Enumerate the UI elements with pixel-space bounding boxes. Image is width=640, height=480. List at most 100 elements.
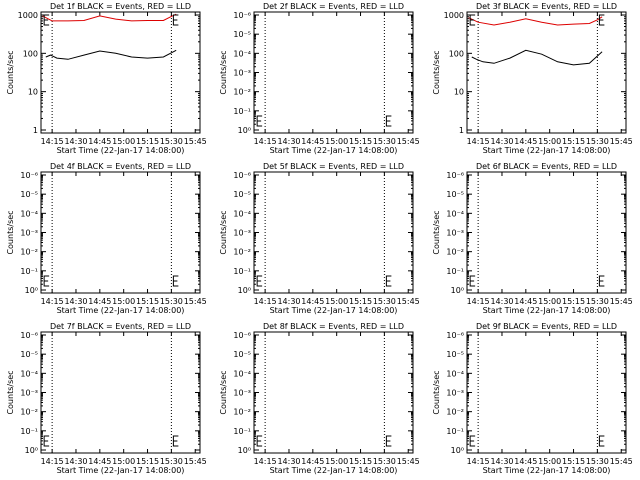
chart-8-xtick-label: 14:30: [277, 457, 300, 466]
chart-6-panel: Det 6f BLACK = Events, RED = LLD Counts/s…: [432, 162, 633, 315]
chart-2-ytick-label: 10⁻⁴: [233, 49, 251, 58]
chart-4-ytick-label: 10⁻³: [20, 229, 38, 238]
chart-7-xtick-label: 14:45: [88, 457, 111, 466]
chart-3-bracket-marker: [598, 14, 605, 26]
chart-2-xtick-label: 15:15: [349, 137, 372, 146]
chart-9-ytick-label: 10⁻²: [446, 408, 464, 417]
chart-4-ytick-label: 10⁻⁴: [20, 209, 38, 218]
chart-3-ytick-label: 1: [459, 126, 464, 135]
chart-6-xtick-label: 15:30: [586, 297, 609, 306]
chart-1-xtick-label: 15:15: [136, 137, 159, 146]
chart-2-ylabel: Counts/sec: [219, 50, 228, 94]
chart-8-xtick-label: 15:00: [325, 457, 348, 466]
chart-9-xtick-label: 15:00: [538, 457, 561, 466]
chart-7-xtick-label: 14:30: [64, 457, 87, 466]
chart-1-ylabel: Counts/sec: [6, 50, 15, 94]
chart-6-ytick-label: 10⁻¹: [446, 267, 464, 276]
chart-2-ytick-label: 10⁻⁵: [233, 30, 251, 39]
chart-2-title: Det 2f BLACK = Events, RED = LLD: [263, 2, 404, 11]
chart-3-series-1-line: [468, 16, 603, 26]
chart-1-xtick-label: 15:45: [184, 137, 207, 146]
chart-7-xtick-label: 14:15: [41, 457, 64, 466]
chart-2-xtick-label: 14:30: [277, 137, 300, 146]
chart-8-ytick-label: 10⁻³: [233, 389, 251, 398]
chart-8-bracket-marker: [256, 435, 263, 447]
chart-8-xtick-label: 15:15: [349, 457, 372, 466]
chart-6-xtick-label: 14:15: [467, 297, 490, 306]
chart-7-xtick-label: 15:15: [136, 457, 159, 466]
chart-3-xtick-label: 14:15: [467, 137, 490, 146]
chart-1-title: Det 1f BLACK = Events, RED = LLD: [50, 2, 191, 11]
chart-4-xtick-label: 15:30: [160, 297, 183, 306]
chart-5-xtick-label: 15:00: [325, 297, 348, 306]
chart-7-bracket-marker: [43, 435, 50, 447]
chart-9-ytick-label: 10⁻⁴: [446, 369, 464, 378]
chart-7-ylabel: Counts/sec: [6, 370, 15, 414]
chart-4-xtick-label: 14:45: [88, 297, 111, 306]
chart-7-ytick-label: 10⁻¹: [20, 427, 38, 436]
chart-5-bracket-marker: [256, 275, 263, 287]
chart-9-xlabel: Start Time (22-Jan-17 14:08:00): [483, 466, 611, 475]
chart-1-ytick-label: 10: [28, 88, 38, 97]
chart-8-xlabel: Start Time (22-Jan-17 14:08:00): [270, 466, 398, 475]
chart-3-frame: [466, 11, 627, 134]
chart-2-ytick-label: 10⁻²: [233, 88, 251, 97]
chart-3-xtick-label: 14:45: [514, 137, 537, 146]
chart-6-xtick-label: 15:00: [538, 297, 561, 306]
chart-4-xtick-label: 15:15: [136, 297, 159, 306]
chart-7-xlabel: Start Time (22-Jan-17 14:08:00): [57, 466, 185, 475]
chart-5-ytick-label: 10⁰: [238, 286, 251, 295]
chart-8-ytick-label: 10⁻⁶: [233, 331, 251, 340]
chart-3-ytick-label: 100: [449, 49, 464, 58]
chart-7-ytick-label: 10⁻²: [20, 408, 38, 417]
chart-6-ytick-label: 10⁻⁶: [446, 171, 464, 180]
chart-5-bracket-marker: [385, 275, 392, 287]
chart-6-bracket-marker: [469, 275, 476, 287]
chart-1-ytick-label: 1000: [18, 11, 38, 20]
chart-5-ytick-label: 10⁻¹: [233, 267, 251, 276]
chart-8-ytick-label: 10⁰: [238, 446, 251, 455]
chart-3-title: Det 3f BLACK = Events, RED = LLD: [476, 2, 617, 11]
chart-2-ytick-label: 10⁻¹: [233, 107, 251, 116]
chart-7-frame: [40, 331, 201, 454]
chart-1-xtick-label: 15:00: [112, 137, 135, 146]
chart-3-xtick-label: 15:00: [538, 137, 561, 146]
chart-6-ylabel: Counts/sec: [432, 210, 441, 254]
chart-8-bracket-marker: [385, 435, 392, 447]
chart-9-ytick-label: 10⁻³: [446, 389, 464, 398]
chart-7-ytick-label: 10⁻⁴: [20, 369, 38, 378]
chart-3-bracket-marker: [469, 14, 476, 26]
chart-3-xtick-label: 14:30: [490, 137, 513, 146]
chart-8-ytick-label: 10⁻⁴: [233, 369, 251, 378]
chart-8-xtick-label: 14:45: [301, 457, 324, 466]
chart-6-ytick-label: 10⁻⁴: [446, 209, 464, 218]
chart-9-ylabel: Counts/sec: [432, 370, 441, 414]
chart-7-panel: Det 7f BLACK = Events, RED = LLD Counts/s…: [6, 322, 207, 475]
chart-6-ytick-label: 10⁻³: [446, 229, 464, 238]
chart-9-xtick-label: 15:30: [586, 457, 609, 466]
chart-7-xtick-label: 15:00: [112, 457, 135, 466]
chart-8-xtick-label: 15:30: [373, 457, 396, 466]
chart-1-xtick-label: 14:45: [88, 137, 111, 146]
chart-6-ytick-label: 10⁰: [451, 286, 464, 295]
chart-3-xlabel: Start Time (22-Jan-17 14:08:00): [483, 146, 611, 155]
chart-6-frame: [466, 171, 627, 294]
chart-1-xlabel: Start Time (22-Jan-17 14:08:00): [57, 146, 185, 155]
chart-4-ytick-label: 10⁻⁵: [20, 190, 38, 199]
chart-5-xtick-label: 14:30: [277, 297, 300, 306]
chart-1-ytick-label: 1: [33, 126, 38, 135]
chart-5-xtick-label: 15:15: [349, 297, 372, 306]
chart-5-panel: Det 5f BLACK = Events, RED = LLD Counts/s…: [219, 162, 420, 315]
chart-8-title: Det 8f BLACK = Events, RED = LLD: [263, 322, 404, 331]
chart-2-xtick-label: 14:45: [301, 137, 324, 146]
chart-1-xtick-label: 14:15: [41, 137, 64, 146]
chart-3-ylabel: Counts/sec: [432, 50, 441, 94]
chart-6-xtick-label: 15:45: [610, 297, 633, 306]
chart-5-ylabel: Counts/sec: [219, 210, 228, 254]
chart-2-frame: [253, 11, 414, 134]
chart-4-ytick-label: 10⁻²: [20, 248, 38, 257]
chart-4-xtick-label: 14:15: [41, 297, 64, 306]
chart-8-panel: Det 8f BLACK = Events, RED = LLD Counts/s…: [219, 322, 420, 475]
chart-9-ytick-label: 10⁻⁵: [446, 350, 464, 359]
chart-9-xtick-label: 14:15: [467, 457, 490, 466]
